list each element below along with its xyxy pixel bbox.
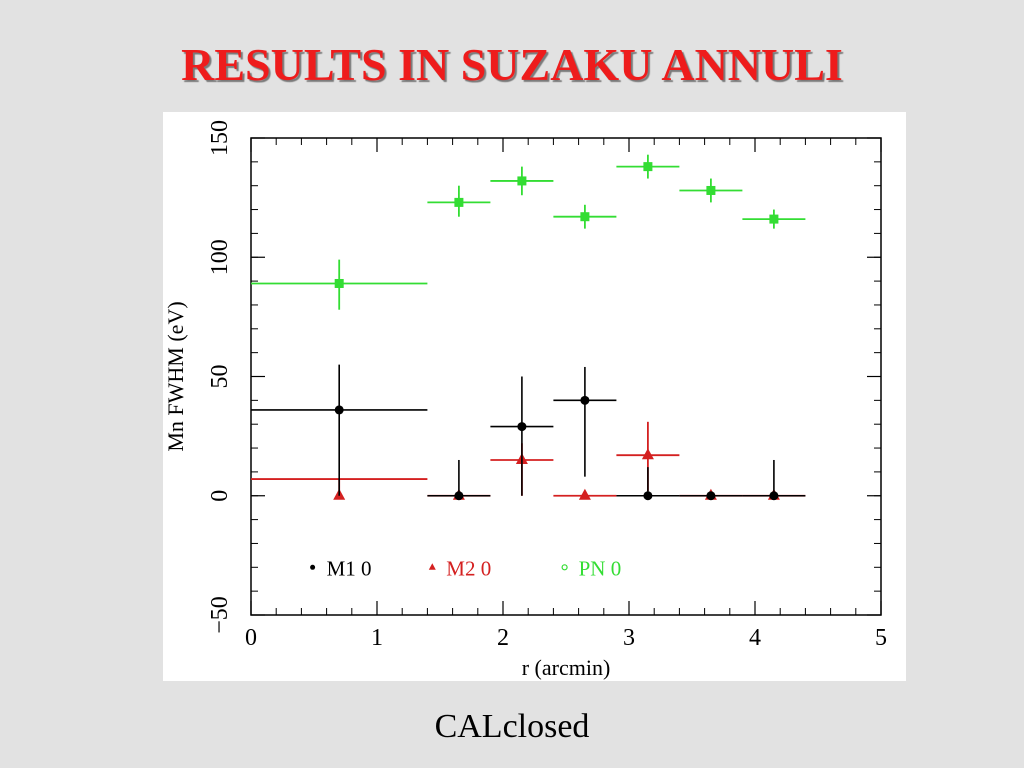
data-point: [578, 488, 591, 500]
x-axis-label: r (arcmin): [522, 655, 611, 680]
y-tick-label: −50: [207, 596, 233, 634]
data-point: [641, 448, 654, 460]
data-point: [706, 185, 716, 195]
x-tick-label: 4: [749, 625, 761, 651]
y-axis-label: Mn FWHM (eV): [163, 301, 188, 451]
data-point: [517, 176, 527, 186]
data-point: [580, 212, 590, 222]
legend-label: M2 0: [446, 556, 491, 580]
y-tick-label: 50: [207, 365, 233, 389]
plot-frame: [250, 137, 882, 616]
legend-label: PN 0: [579, 556, 622, 580]
x-tick-label: 0: [245, 625, 257, 651]
data-point: [769, 214, 779, 224]
data-point: [580, 395, 590, 405]
x-tick-label: 1: [371, 625, 383, 651]
legend-marker: [310, 564, 316, 570]
slide-title: RESULTS IN SUZAKU ANNULI: [181, 39, 843, 90]
chart-panel: 0 1 2 3 4 5 −50 0 50 100 150 r (arcmin) Mn FWHM (eV)…: [163, 112, 906, 681]
data-point: [517, 422, 527, 432]
y-tick-label: 100: [207, 239, 233, 275]
chart-svg: 0 1 2 3 4 5 −50 0 50 100 150 r (arcmin) Mn FWHM (eV)…: [163, 120, 887, 680]
y-tick-label: 150: [207, 120, 233, 156]
legend-marker: [561, 564, 568, 571]
legend-marker: [428, 563, 436, 570]
data-point: [643, 162, 653, 172]
data-point: [454, 197, 464, 207]
data-point: [334, 278, 344, 288]
x-tick-label: 3: [623, 625, 635, 651]
x-tick-label: 5: [875, 625, 887, 651]
x-tick-label: 2: [497, 625, 509, 651]
y-tick-label: 0: [207, 490, 233, 502]
data-point: [334, 405, 344, 415]
data-point: [706, 491, 716, 501]
slide-caption: CALclosed: [434, 708, 590, 745]
data-point: [454, 491, 464, 501]
data-point: [643, 491, 653, 501]
data-point: [769, 491, 779, 501]
legend-label: M1 0: [327, 556, 372, 580]
